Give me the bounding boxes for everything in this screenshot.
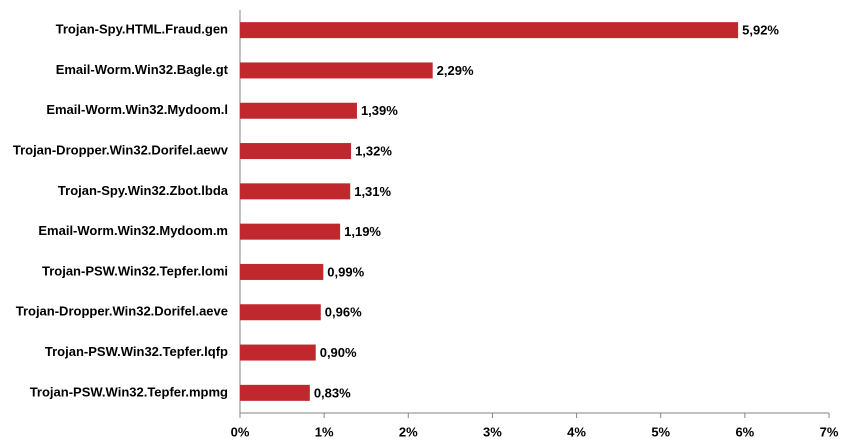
y-tick-label: Trojan-Dropper.Win32.Dorifel.aeve	[16, 304, 228, 319]
value-label: 1,32%	[355, 143, 392, 158]
y-tick-label: Trojan-Spy.Win32.Zbot.lbda	[58, 183, 229, 198]
x-tick-label: 4%	[567, 424, 586, 439]
value-label: 1,31%	[354, 184, 391, 199]
value-label: 2,29%	[437, 63, 474, 78]
bar	[240, 62, 433, 79]
value-label: 0,90%	[320, 345, 357, 360]
x-tick-label: 3%	[483, 424, 502, 439]
bar	[240, 263, 324, 280]
value-label: 0,83%	[314, 385, 351, 400]
bar	[240, 223, 341, 240]
value-label: 0,99%	[327, 264, 364, 279]
value-label: 1,39%	[361, 103, 398, 118]
value-label: 0,96%	[325, 305, 362, 320]
bar	[240, 143, 352, 160]
bar	[240, 102, 357, 119]
x-tick-label: 6%	[735, 424, 754, 439]
y-tick-label: Trojan-Dropper.Win32.Dorifel.aewv	[13, 142, 229, 157]
y-tick-label: Email-Worm.Win32.Mydoom.m	[38, 223, 228, 238]
x-tick-label: 7%	[820, 424, 839, 439]
y-tick-label: Trojan-PSW.Win32.Tepfer.lomi	[42, 263, 228, 278]
bar	[240, 344, 316, 361]
x-tick-label: 0%	[231, 424, 250, 439]
bar	[240, 304, 321, 321]
y-tick-label: Trojan-Spy.HTML.Fraud.gen	[56, 22, 228, 37]
y-tick-label: Email-Worm.Win32.Mydoom.l	[46, 102, 228, 117]
bar	[240, 22, 739, 39]
x-tick-label: 5%	[651, 424, 670, 439]
bar	[240, 183, 351, 200]
value-label: 5,92%	[742, 23, 779, 38]
x-tick-label: 2%	[399, 424, 418, 439]
value-label: 1,19%	[344, 224, 381, 239]
x-tick-label: 1%	[315, 424, 334, 439]
y-tick-label: Trojan-PSW.Win32.Tepfer.mpmg	[30, 384, 228, 399]
y-tick-label: Email-Worm.Win32.Bagle.gt	[56, 62, 229, 77]
y-tick-label: Trojan-PSW.Win32.Tepfer.lqfp	[45, 344, 228, 359]
bar	[240, 384, 310, 401]
